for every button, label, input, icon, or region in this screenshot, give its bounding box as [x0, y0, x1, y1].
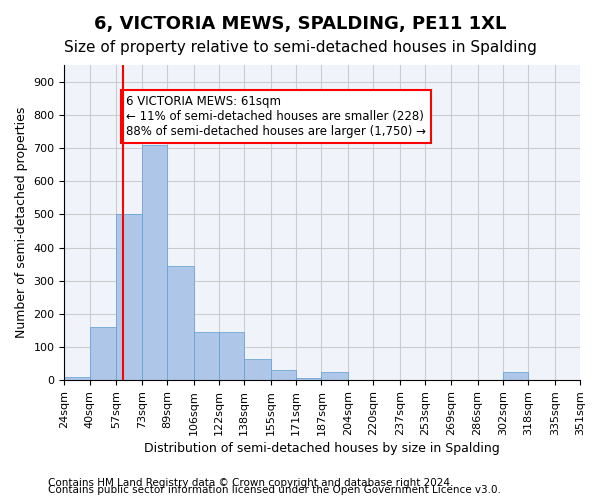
Bar — [167, 266, 194, 380]
Bar — [271, 370, 296, 380]
Bar — [244, 359, 271, 380]
Bar — [142, 144, 167, 380]
X-axis label: Distribution of semi-detached houses by size in Spalding: Distribution of semi-detached houses by … — [145, 442, 500, 455]
Bar — [296, 378, 322, 380]
Y-axis label: Number of semi-detached properties: Number of semi-detached properties — [15, 107, 28, 338]
Bar — [116, 214, 142, 380]
Bar — [503, 372, 528, 380]
Bar — [219, 332, 244, 380]
Bar — [194, 332, 219, 380]
Bar — [89, 327, 116, 380]
Text: 6, VICTORIA MEWS, SPALDING, PE11 1XL: 6, VICTORIA MEWS, SPALDING, PE11 1XL — [94, 15, 506, 33]
Bar — [322, 372, 348, 380]
Text: Contains public sector information licensed under the Open Government Licence v3: Contains public sector information licen… — [48, 485, 501, 495]
Text: Size of property relative to semi-detached houses in Spalding: Size of property relative to semi-detach… — [64, 40, 536, 55]
Text: 6 VICTORIA MEWS: 61sqm
← 11% of semi-detached houses are smaller (228)
88% of se: 6 VICTORIA MEWS: 61sqm ← 11% of semi-det… — [126, 95, 426, 138]
Bar — [64, 377, 89, 380]
Text: Contains HM Land Registry data © Crown copyright and database right 2024.: Contains HM Land Registry data © Crown c… — [48, 478, 454, 488]
